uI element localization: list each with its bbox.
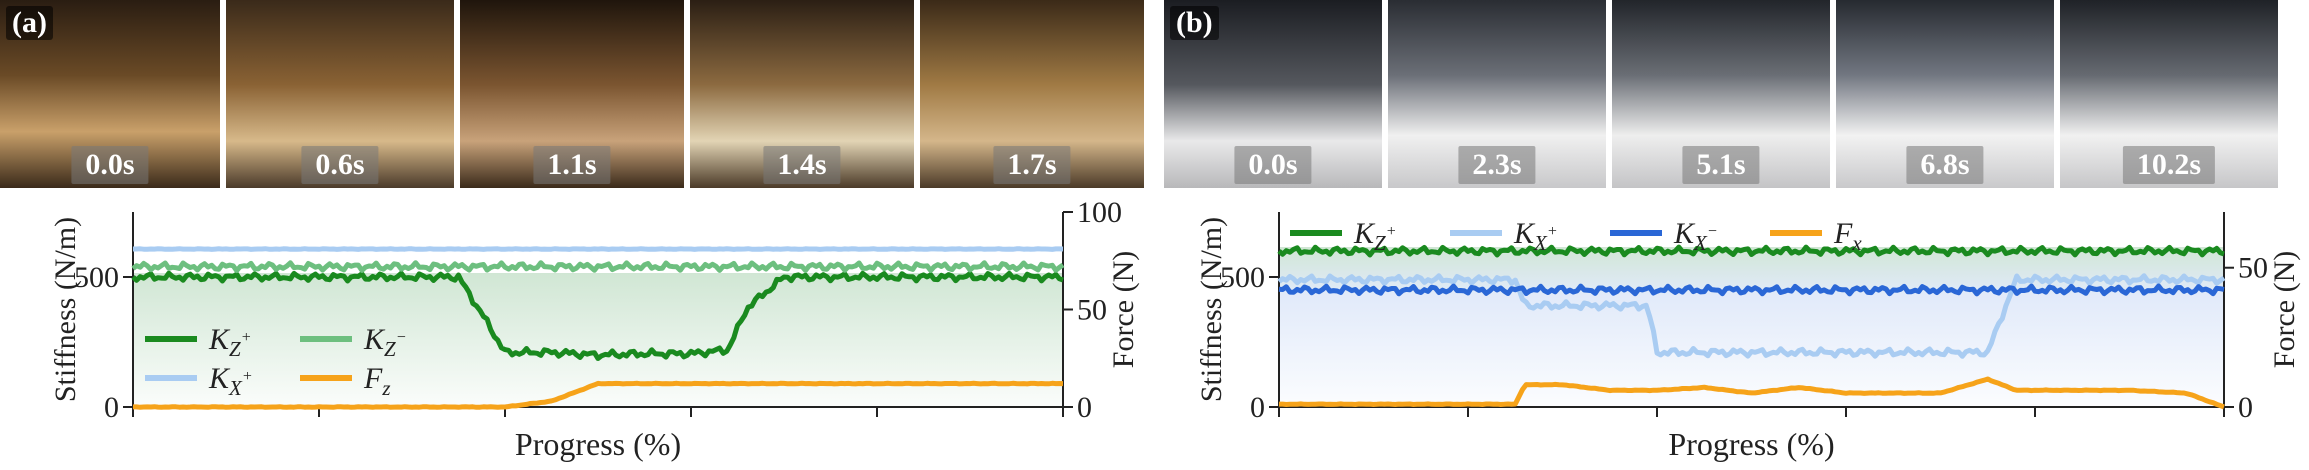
photo-frame: 10.2s (2060, 0, 2278, 188)
y-tick-label: 0 (1250, 391, 1265, 424)
series-line (1277, 244, 2225, 258)
legend-label: Fx (1833, 217, 1862, 255)
photo-strip-a: (a) 0.0s 0.6s 1.1s 1.4s 1.7s (0, 0, 1150, 188)
plot-fill (1279, 247, 2224, 407)
frame-time-label: 6.8s (1906, 146, 1984, 184)
series-line (131, 260, 1065, 274)
photo-frame: 1.7s (920, 0, 1144, 188)
photo-strip-b: (b) 0.0s 2.3s 5.1s 6.8s 10.2s (1164, 0, 2309, 188)
photo-frame: 0.6s (226, 0, 454, 188)
photo-frame: 1.4s (690, 0, 914, 188)
frame-time-label: 1.7s (993, 146, 1071, 184)
photo-frame: 2.3s (1388, 0, 1606, 188)
legend-label: KX− (1673, 217, 1718, 255)
frame-time-label: 0.0s (71, 146, 149, 184)
series-line (133, 246, 1064, 252)
frame-time-label: 0.6s (301, 146, 379, 184)
series-line (1278, 283, 2225, 297)
plot-fill (133, 273, 1063, 407)
y2-tick-label: 100 (1077, 196, 1122, 229)
series-line (1279, 376, 2225, 410)
y2-axis-label: Force (N) (2268, 251, 2301, 368)
chart-a: 0 500 0 50 100 Progress (%) Stiffness (N/m) For… (49, 196, 1140, 462)
y-tick-label: 0 (104, 391, 119, 424)
legend-label: Fz (363, 362, 391, 400)
x-axis-label: Progress (%) (1668, 426, 1834, 462)
photo-frame: (a) 0.0s (0, 0, 220, 188)
frame-time-label: 5.1s (1682, 146, 1760, 184)
series-line (133, 380, 1064, 410)
y-axis-label: Stiffness (N/m) (49, 217, 82, 402)
y-tick-label: 500 (74, 261, 119, 294)
chart-b: 0 500 0 50 Progress (%) Stiffness (N/m) Force … (1195, 212, 2301, 462)
frame-time-label: 0.0s (1234, 146, 1312, 184)
y2-tick-label: 0 (1077, 391, 1092, 424)
frame-time-label: 1.4s (763, 146, 841, 184)
legend-label: KZ− (363, 323, 407, 361)
legend-label: KZ+ (208, 323, 252, 361)
y2-tick-label: 50 (1077, 294, 1107, 327)
y2-axis-label: Force (N) (1107, 251, 1140, 368)
frame-time-label: 10.2s (2122, 146, 2216, 184)
y-axis-label: Stiffness (N/m) (1195, 217, 1228, 402)
photo-frame: (b) 0.0s (1164, 0, 1382, 188)
panel-b-label: (b) (1170, 6, 1219, 40)
frame-time-label: 2.3s (1458, 146, 1536, 184)
series-line (1277, 273, 2226, 359)
y2-tick-label: 0 (2238, 391, 2253, 424)
x-axis-label: Progress (%) (515, 426, 681, 462)
photo-frame: 1.1s (460, 0, 684, 188)
frame-time-label: 1.1s (533, 146, 611, 184)
y-tick-label: 500 (1220, 261, 1265, 294)
series-line (131, 270, 1064, 361)
legend-label: KX+ (208, 362, 253, 400)
legend-label: KZ+ (1353, 217, 1397, 255)
photo-frame: 5.1s (1612, 0, 1830, 188)
photo-frame: 6.8s (1836, 0, 2054, 188)
y2-tick-label: 50 (2238, 252, 2268, 285)
panel-a-label: (a) (6, 6, 53, 40)
legend-label: KX+ (1513, 217, 1558, 255)
